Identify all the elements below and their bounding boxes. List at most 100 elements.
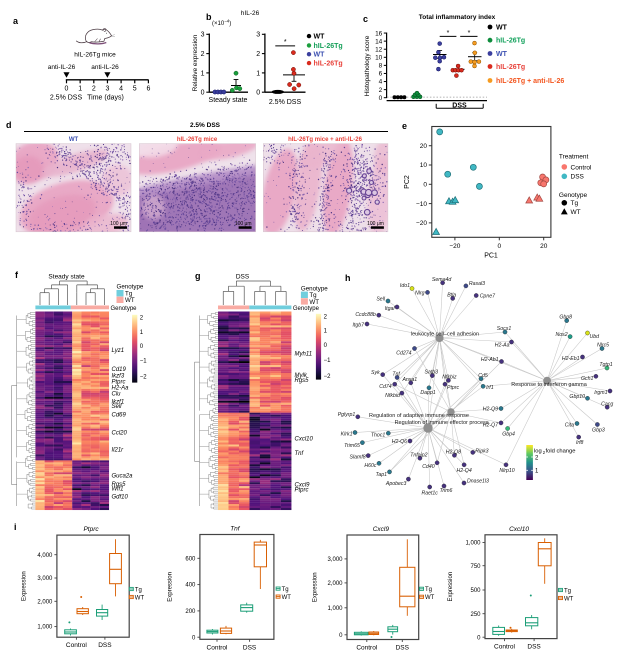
svg-text:100 μm: 100 μm <box>110 221 127 227</box>
svg-text:log: log <box>534 449 542 455</box>
svg-text:Ido1: Ido1 <box>400 283 410 289</box>
svg-text:Nlrc5: Nlrc5 <box>597 343 609 349</box>
svg-text:1,000: 1,000 <box>327 606 343 612</box>
svg-text:f: f <box>15 270 19 280</box>
svg-text:3: 3 <box>201 32 205 39</box>
svg-text:Expression: Expression <box>448 572 454 602</box>
svg-text:Genotype: Genotype <box>117 284 144 291</box>
svg-text:Ccl20: Ccl20 <box>112 431 128 437</box>
svg-text:Expression: Expression <box>22 571 28 601</box>
svg-text:0: 0 <box>65 86 69 93</box>
svg-text:Apobec3: Apobec3 <box>385 481 407 487</box>
svg-text:0: 0 <box>423 182 427 189</box>
svg-text:20: 20 <box>420 143 428 150</box>
svg-text:Genotype: Genotype <box>301 286 328 293</box>
svg-text:−2: −2 <box>140 375 148 381</box>
svg-text:H2-Aa: H2-Aa <box>112 386 130 392</box>
svg-text:Cxcl9: Cxcl9 <box>295 483 311 489</box>
svg-text:hIL-26Tg: hIL-26Tg <box>314 61 343 68</box>
svg-text:100 μm: 100 μm <box>367 221 384 227</box>
svg-text:Ptprc: Ptprc <box>447 385 460 391</box>
svg-text:2: 2 <box>324 315 328 321</box>
svg-text:Irgm1: Irgm1 <box>594 390 607 396</box>
svg-text:Gbp3: Gbp3 <box>592 428 605 434</box>
svg-text:b: b <box>206 12 212 22</box>
svg-text:h: h <box>345 273 351 283</box>
svg-text:1,000: 1,000 <box>465 541 481 547</box>
svg-text:Rgs5: Rgs5 <box>295 378 310 384</box>
svg-text:Trim65: Trim65 <box>344 443 360 449</box>
svg-text:Sell: Sell <box>376 297 385 303</box>
svg-text:−1: −1 <box>324 358 332 364</box>
svg-text:WT: WT <box>69 137 79 143</box>
svg-text:Cpne7: Cpne7 <box>480 294 496 300</box>
svg-text:DSS: DSS <box>527 644 541 651</box>
svg-text:Gbp8: Gbp8 <box>559 315 572 321</box>
svg-text:Cd5: Cd5 <box>478 373 488 379</box>
svg-text:5: 5 <box>133 86 137 93</box>
svg-text:anti-IL-26: anti-IL-26 <box>48 64 76 71</box>
svg-text:2: 2 <box>201 51 205 58</box>
svg-text:Anxa1: Anxa1 <box>401 377 417 383</box>
svg-text:hIL-26Tg mice: hIL-26Tg mice <box>177 137 218 143</box>
svg-text:4: 4 <box>119 86 123 93</box>
svg-text:16: 16 <box>375 30 383 37</box>
svg-text:WT: WT <box>496 24 508 31</box>
svg-text:2,000: 2,000 <box>327 581 343 587</box>
svg-text:Tap1: Tap1 <box>376 472 387 478</box>
svg-text:DSS: DSS <box>571 174 585 181</box>
svg-text:250: 250 <box>470 612 481 618</box>
svg-text:Gch1: Gch1 <box>581 376 594 382</box>
svg-text:Rasal3: Rasal3 <box>469 281 485 287</box>
svg-text:WT: WT <box>309 299 319 306</box>
svg-text:Cd69: Cd69 <box>112 413 127 419</box>
svg-text:8: 8 <box>379 63 383 70</box>
svg-text:−10: −10 <box>416 201 427 208</box>
svg-text:H2-Eb1: H2-Eb1 <box>562 356 580 362</box>
svg-text:PC1: PC1 <box>484 253 498 260</box>
svg-text:Cxcl10: Cxcl10 <box>295 437 314 443</box>
svg-text:2: 2 <box>543 450 546 455</box>
svg-text:H2-Q6: H2-Q6 <box>392 439 407 445</box>
svg-text:Gdf10: Gdf10 <box>112 495 129 501</box>
svg-text:WT: WT <box>425 595 435 601</box>
svg-text:Myh11: Myh11 <box>295 352 313 358</box>
svg-text:Satb3: Satb3 <box>425 370 439 376</box>
svg-text:Cd19: Cd19 <box>112 367 127 373</box>
svg-text:DSS: DSS <box>236 274 250 281</box>
svg-text:Wif1: Wif1 <box>112 487 124 493</box>
svg-text:a: a <box>13 16 19 26</box>
svg-text:e: e <box>402 121 407 131</box>
svg-text:Steady state: Steady state <box>48 274 85 281</box>
svg-text:Genotype: Genotype <box>293 306 320 312</box>
svg-text:0: 0 <box>256 90 260 97</box>
svg-text:Pglyrp1: Pglyrp1 <box>338 412 356 418</box>
svg-text:H2-Q4: H2-Q4 <box>456 468 471 474</box>
svg-text:0: 0 <box>497 243 501 250</box>
svg-text:0: 0 <box>379 95 383 102</box>
svg-text:Nfkbiz: Nfkbiz <box>442 375 457 381</box>
svg-text:Dapp1: Dapp1 <box>420 390 435 396</box>
svg-text:H2-Aa: H2-Aa <box>495 343 510 349</box>
svg-text:Control: Control <box>571 164 593 171</box>
svg-text:Response to interferon gamma: Response to interferon gamma <box>511 382 587 388</box>
svg-text:2.5% DSS: 2.5% DSS <box>190 122 221 129</box>
svg-text:1: 1 <box>535 469 539 475</box>
svg-text:3,000: 3,000 <box>327 557 343 563</box>
svg-text:H2-Ab1: H2-Ab1 <box>481 357 499 363</box>
svg-text:3: 3 <box>105 86 109 93</box>
svg-text:hIL-26Tg: hIL-26Tg <box>496 64 525 71</box>
svg-text:2: 2 <box>379 87 383 94</box>
svg-text:4,000: 4,000 <box>37 553 53 559</box>
svg-text:Treatment: Treatment <box>559 154 589 161</box>
svg-text:1: 1 <box>78 86 82 93</box>
svg-text:1,000: 1,000 <box>37 625 53 631</box>
svg-text:Cxcl10: Cxcl10 <box>509 526 529 533</box>
svg-text:WT: WT <box>314 52 326 59</box>
svg-text:Itgb7: Itgb7 <box>352 323 365 329</box>
svg-text:Socs1: Socs1 <box>497 326 512 332</box>
svg-text:WT: WT <box>571 209 581 216</box>
svg-text:hIL-26Tg: hIL-26Tg <box>496 38 525 45</box>
svg-text:3,000: 3,000 <box>37 576 53 582</box>
svg-text:Ikzf1: Ikzf1 <box>112 400 125 406</box>
